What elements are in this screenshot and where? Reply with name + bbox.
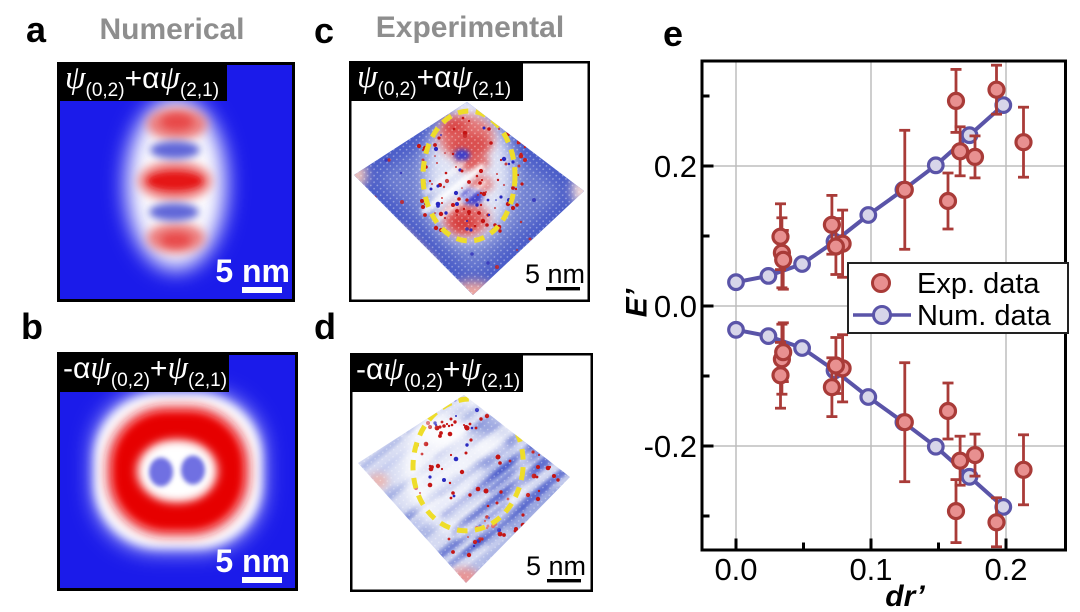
svg-text:0.2: 0.2 <box>654 149 697 184</box>
svg-text:d: d <box>314 306 336 347</box>
svg-text:c: c <box>314 10 334 51</box>
svg-text:0.1: 0.1 <box>849 552 892 587</box>
svg-text:0.0: 0.0 <box>654 289 697 324</box>
svg-text:ψ(0,2)+αψ(2,1): ψ(0,2)+αψ(2,1) <box>357 59 511 100</box>
svg-text:-αψ(0,2)+ψ(2,1): -αψ(0,2)+ψ(2,1) <box>63 350 227 391</box>
svg-text:Experimental: Experimental <box>376 11 564 44</box>
svg-text:dr’: dr’ <box>885 580 925 612</box>
svg-text:-0.2: -0.2 <box>644 429 697 464</box>
svg-text:5 nm: 5 nm <box>526 551 586 581</box>
svg-text:-αψ(0,2)+ψ(2,1): -αψ(0,2)+ψ(2,1) <box>356 351 520 392</box>
svg-text:0.0: 0.0 <box>714 552 757 587</box>
svg-text:0.2: 0.2 <box>984 552 1027 587</box>
svg-text:5 nm: 5 nm <box>215 543 290 579</box>
svg-text:5 nm: 5 nm <box>525 259 585 289</box>
svg-text:a: a <box>26 9 47 50</box>
svg-text:5 nm: 5 nm <box>215 253 290 289</box>
svg-text:Numerical: Numerical <box>99 13 244 46</box>
svg-text:b: b <box>21 306 43 347</box>
svg-text:ψ(0,2)+αψ(2,1): ψ(0,2)+αψ(2,1) <box>65 60 219 101</box>
svg-text:Num. data: Num. data <box>917 300 1052 332</box>
svg-text:Exp. data: Exp. data <box>917 268 1040 300</box>
svg-text:E’: E’ <box>621 288 654 317</box>
svg-text:e: e <box>663 13 683 54</box>
